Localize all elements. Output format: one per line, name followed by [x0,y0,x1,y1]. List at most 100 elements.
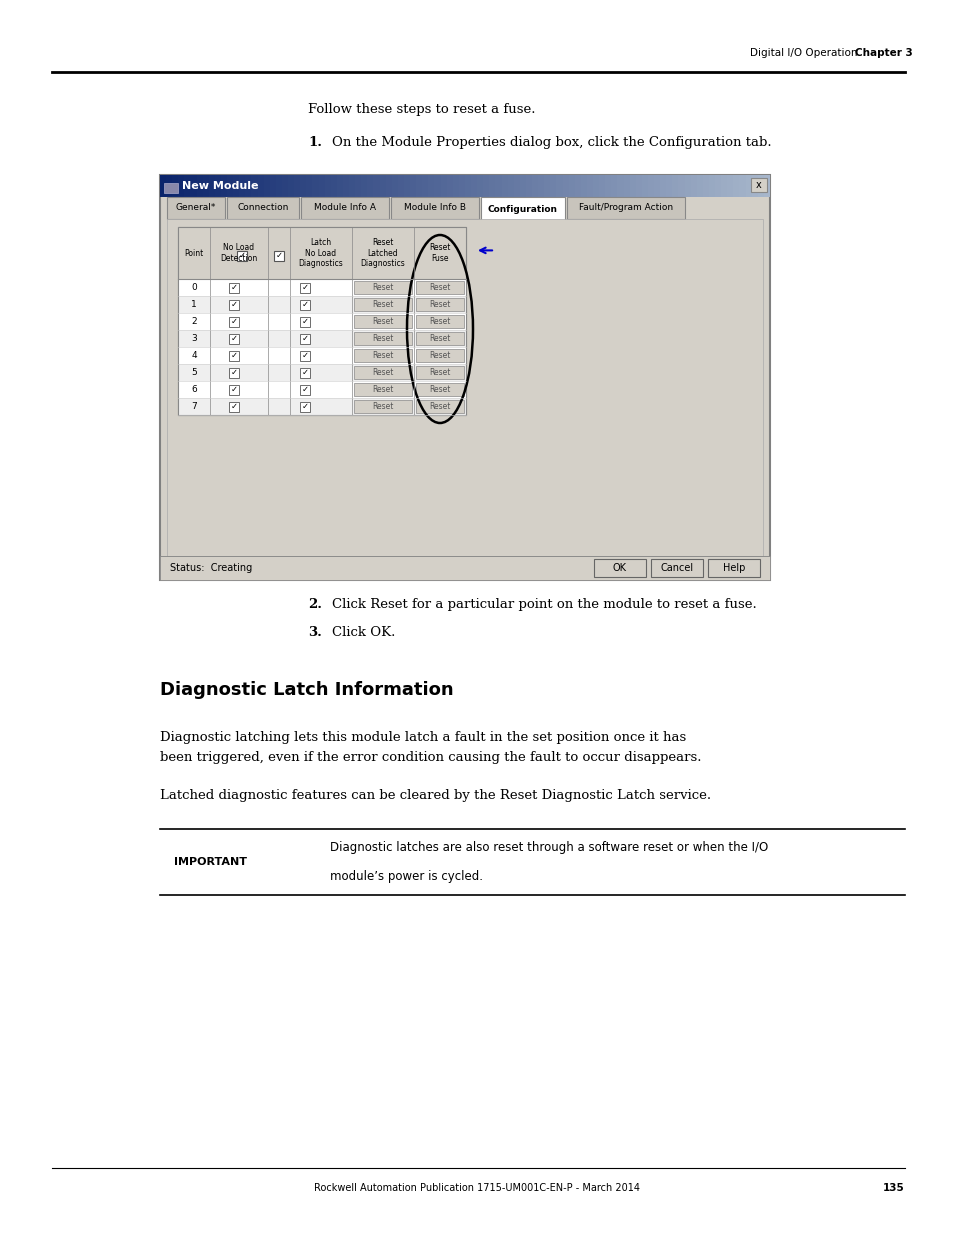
Text: No Load
Detection: No Load Detection [220,243,257,263]
Bar [300,175,307,198]
Bar [726,175,733,198]
Bar [659,175,666,198]
Bar [495,175,501,198]
Bar [300,401,310,411]
Bar [257,175,264,198]
Bar [739,175,745,198]
Bar [568,175,575,198]
Bar [416,400,463,412]
Bar [191,175,197,198]
Text: Rockwell Automation Publication 1715-UM001C-EN-P - March 2014: Rockwell Automation Publication 1715-UM0… [314,1183,639,1193]
Bar [178,398,465,415]
Text: Reset
Latched
Diagnostics: Reset Latched Diagnostics [360,238,405,268]
Text: 6: 6 [191,385,196,394]
Bar [434,175,440,198]
Text: Reset: Reset [372,283,394,291]
Bar [167,198,225,219]
Bar [397,175,404,198]
Bar [566,198,684,219]
Bar [416,350,463,362]
Bar [229,283,239,293]
Text: module’s power is cycled.: module’s power is cycled. [330,869,482,883]
Bar [416,282,463,294]
Text: 3.: 3. [308,626,321,638]
Text: Fault/Program Action: Fault/Program Action [578,204,673,212]
Bar [422,175,429,198]
Text: Reset: Reset [372,351,394,359]
Bar [720,175,727,198]
Text: Reset: Reset [429,403,450,411]
Bar [252,175,258,198]
Bar [708,175,715,198]
Bar [654,175,660,198]
Text: ✓: ✓ [302,333,309,343]
Text: x: x [756,180,761,190]
Text: Reset: Reset [372,368,394,377]
Bar [629,175,636,198]
Bar [501,175,508,198]
Bar [635,175,641,198]
Bar [343,175,349,198]
Bar [233,175,239,198]
Bar [263,175,270,198]
Bar [227,175,233,198]
Text: ✓: ✓ [302,403,309,411]
Text: 0: 0 [191,283,196,291]
Bar [519,175,526,198]
Bar [556,175,562,198]
Bar [214,175,221,198]
Text: 2: 2 [191,317,196,326]
Bar [331,175,337,198]
Bar [428,175,435,198]
Bar [453,175,459,198]
Bar [471,175,477,198]
Bar [489,175,496,198]
Bar [611,175,618,198]
Bar [416,383,463,396]
Text: 2.: 2. [308,598,322,611]
Text: Reset: Reset [429,317,450,326]
Bar [464,175,471,198]
Bar [227,198,298,219]
Text: Reset
Fuse: Reset Fuse [429,243,450,263]
Text: IMPORTANT: IMPORTANT [173,857,247,867]
Text: 4: 4 [191,351,196,359]
Bar [696,175,702,198]
Bar [416,366,463,379]
Text: Configuration: Configuration [488,205,558,215]
Bar [623,175,630,198]
Bar [229,300,239,310]
Text: ✓: ✓ [231,351,237,359]
Bar [458,175,465,198]
Text: ✓: ✓ [275,251,282,261]
Bar [196,175,203,198]
Bar [374,175,379,198]
Bar [476,175,483,198]
Text: ✓: ✓ [302,283,309,291]
Bar [586,175,593,198]
Bar [446,175,453,198]
Bar [416,315,463,329]
Text: 1.: 1. [308,136,322,149]
Text: Point: Point [184,248,203,258]
Bar [678,175,684,198]
Bar [324,175,331,198]
Bar [245,175,252,198]
Bar [367,175,374,198]
Bar [550,175,557,198]
Text: Status:  Creating: Status: Creating [170,563,252,573]
Text: been triggered, even if the error condition causing the fault to occur disappear: been triggered, even if the error condit… [160,751,700,764]
Bar [392,175,398,198]
Bar [650,559,702,577]
Bar [178,347,465,364]
Bar [300,316,310,326]
Bar [294,175,300,198]
Bar [416,175,422,198]
Bar [282,175,289,198]
Text: On the Module Properties dialog box, click the Configuration tab.: On the Module Properties dialog box, cli… [332,136,771,149]
Bar [361,175,368,198]
Bar [715,175,720,198]
Text: Module Info A: Module Info A [314,204,375,212]
Bar [229,333,239,343]
Text: Reset: Reset [429,351,450,359]
